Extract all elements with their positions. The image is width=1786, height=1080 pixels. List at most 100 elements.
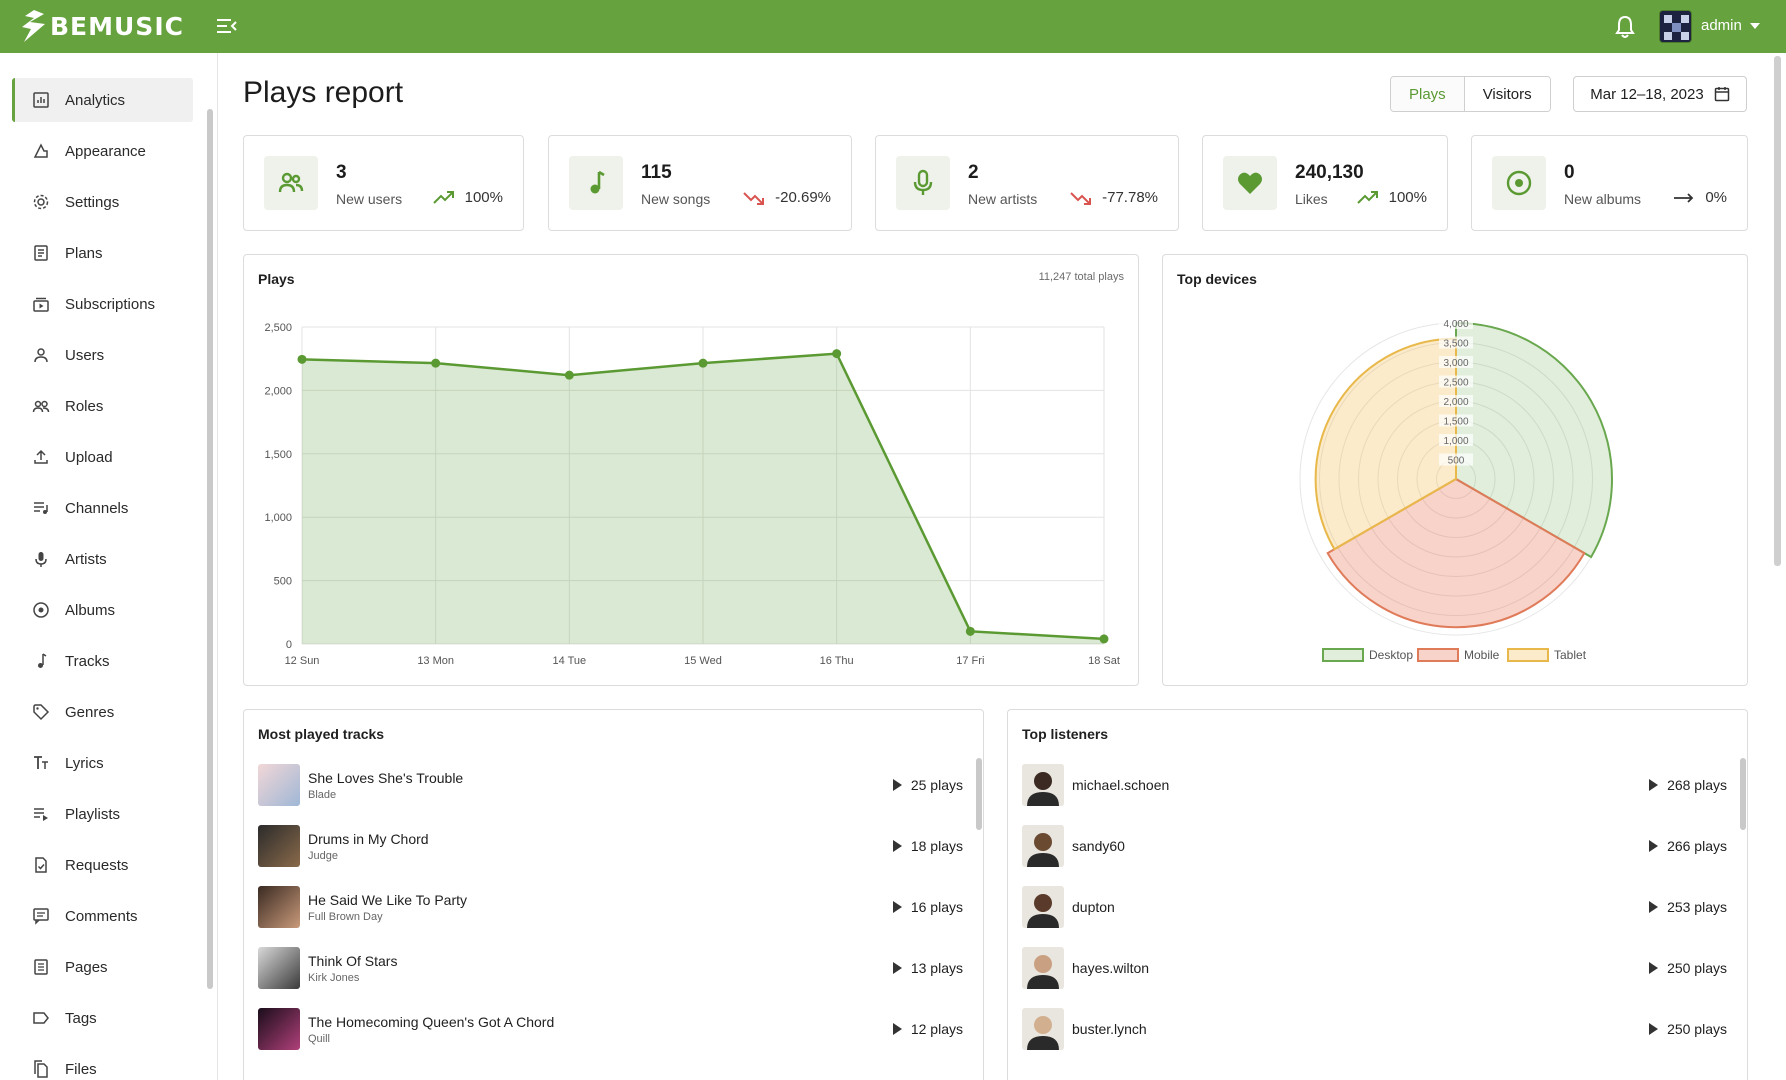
sidebar-scrollbar[interactable] (207, 109, 213, 989)
listener-avatar[interactable] (1022, 764, 1064, 806)
legend-swatch-tablet (1507, 648, 1549, 662)
listener-plays: 253 plays (1649, 899, 1727, 915)
play-icon (892, 1023, 902, 1035)
sidebar-item-label: Comments (65, 907, 138, 925)
stat-value: 115 (641, 162, 672, 183)
trend-down-icon (743, 191, 765, 205)
plays-tab-button[interactable]: Plays (1391, 77, 1465, 111)
heart-icon (1223, 156, 1277, 210)
track-row[interactable]: Drums in My Chord Judge 18 plays (258, 824, 963, 868)
sidebar-item-comments[interactable]: Comments (12, 894, 193, 938)
track-artist[interactable]: Judge (308, 849, 338, 862)
listener-row[interactable]: hayes.wilton 250 plays (1022, 946, 1727, 990)
date-range-button[interactable]: Mar 12–18, 2023 (1573, 76, 1747, 112)
track-cover-image[interactable] (258, 764, 300, 806)
track-row[interactable]: Think Of Stars Kirk Jones 13 plays (258, 946, 963, 990)
track-cover-image[interactable] (258, 825, 300, 867)
x-tick-label: 12 Sun (285, 655, 320, 667)
track-title[interactable]: The Homecoming Queen's Got A Chord (308, 1013, 555, 1030)
sidebar-item-settings[interactable]: Settings (12, 180, 193, 224)
tick-label-backdrop (1439, 395, 1473, 407)
track-artist[interactable]: Kirk Jones (308, 971, 360, 984)
sidebar-item-upload[interactable]: Upload (12, 435, 193, 479)
track-artist[interactable]: Full Brown Day (308, 910, 383, 923)
track-row[interactable]: She Loves She's Trouble Blade 25 plays (258, 763, 963, 807)
stat-trend: 0% (1673, 189, 1727, 206)
track-plays: 12 plays (892, 1021, 963, 1037)
notifications-bell-icon[interactable] (1614, 15, 1636, 39)
listener-name[interactable]: michael.schoen (1072, 777, 1170, 793)
sidebar-item-subscriptions[interactable]: Subscriptions (12, 282, 193, 326)
play-icon (1649, 962, 1659, 974)
listener-avatar[interactable] (1022, 825, 1064, 867)
sidebar-item-label: Playlists (65, 805, 121, 823)
track-title[interactable]: Drums in My Chord (308, 830, 429, 847)
listener-name[interactable]: hayes.wilton (1072, 960, 1150, 976)
track-cover-image[interactable] (258, 1008, 300, 1050)
sidebar-item-pages[interactable]: Pages (12, 945, 193, 989)
listener-plays: 266 plays (1649, 838, 1727, 854)
track-cover-image[interactable] (258, 947, 300, 989)
user-avatar[interactable] (1659, 10, 1692, 43)
stat-label: New songs (641, 191, 711, 207)
trend-up-icon (432, 190, 454, 204)
sidebar-item-label: Artists (65, 550, 107, 568)
listener-avatar[interactable] (1022, 1008, 1064, 1050)
polar-slice-mobile (1326, 477, 1586, 629)
sidebar-item-plans[interactable]: Plans (12, 231, 193, 275)
plays-count: 250 plays (1667, 960, 1727, 976)
sidebar-item-users[interactable]: Users (12, 333, 193, 377)
sidebar-item-appearance[interactable]: Appearance (12, 129, 193, 173)
listener-row[interactable]: michael.schoen 268 plays (1022, 763, 1727, 807)
listener-row[interactable]: sandy60 266 plays (1022, 824, 1727, 868)
r-tick-label: 4,000 (1443, 319, 1468, 330)
listener-row[interactable]: buster.lynch 250 plays (1022, 1007, 1727, 1051)
listener-name[interactable]: sandy60 (1072, 838, 1125, 854)
polar-slice-tablet (1314, 337, 1457, 551)
stat-trend-value: 100% (1388, 189, 1427, 206)
microphone-icon (896, 156, 950, 210)
track-row[interactable]: The Homecoming Queen's Got A Chord Quill 1… (258, 1007, 963, 1051)
sidebar-item-albums[interactable]: Albums (12, 588, 193, 632)
sidebar-item-genres[interactable]: Genres (12, 690, 193, 734)
listener-name[interactable]: buster.lynch (1072, 1021, 1147, 1037)
sidebar-item-roles[interactable]: Roles (12, 384, 193, 428)
play-icon (1649, 901, 1659, 913)
visitors-tab-button[interactable]: Visitors (1464, 77, 1550, 111)
sidebar-item-playlists[interactable]: Playlists (12, 792, 193, 836)
track-artist[interactable]: Blade (308, 788, 337, 801)
listener-row[interactable]: dupton 253 plays (1022, 885, 1727, 929)
devices-panel-title: Top devices (1177, 271, 1257, 287)
page-title: Plays report (243, 76, 404, 109)
tracks-scrollbar[interactable] (976, 758, 982, 830)
sidebar-item-files[interactable]: Files (12, 1047, 193, 1080)
stat-card-new-albums: 0 New albums 0% (1471, 135, 1748, 231)
appearance-icon (32, 142, 50, 160)
track-row[interactable]: He Said We Like To Party Full Brown Day 16… (258, 885, 963, 929)
sidebar-item-lyrics[interactable]: Lyrics (12, 741, 193, 785)
listeners-scrollbar[interactable] (1740, 758, 1746, 830)
track-title[interactable]: Think Of Stars (308, 952, 398, 969)
sidebar-item-channels[interactable]: Channels (12, 486, 193, 530)
app-logo[interactable]: BEMUSIC (20, 9, 184, 43)
track-artist[interactable]: Quill (308, 1032, 331, 1045)
listener-name[interactable]: dupton (1072, 899, 1115, 915)
sidebar-item-requests[interactable]: Requests (12, 843, 193, 887)
listener-avatar[interactable] (1022, 886, 1064, 928)
listener-avatar[interactable] (1022, 947, 1064, 989)
track-title[interactable]: He Said We Like To Party (308, 891, 468, 908)
r-tick-label: 2,000 (1443, 397, 1468, 408)
track-title[interactable]: She Loves She's Trouble (308, 769, 464, 786)
menu-toggle-icon[interactable] (216, 16, 238, 36)
user-menu-button[interactable]: admin (1701, 17, 1760, 34)
sidebar-item-artists[interactable]: Artists (12, 537, 193, 581)
stat-trend: 100% (432, 189, 503, 206)
sidebar-item-tags[interactable]: Tags (12, 996, 193, 1040)
sidebar-item-label: Channels (65, 499, 129, 517)
plays-data-point (965, 626, 975, 636)
page-scrollbar[interactable] (1774, 56, 1781, 566)
track-cover-image[interactable] (258, 886, 300, 928)
sidebar-item-analytics[interactable]: Analytics (12, 78, 193, 122)
plays-panel: Plays 11,247 total plays 0 500 1,000 1,500 2… (243, 254, 1139, 686)
sidebar-item-tracks[interactable]: Tracks (12, 639, 193, 683)
